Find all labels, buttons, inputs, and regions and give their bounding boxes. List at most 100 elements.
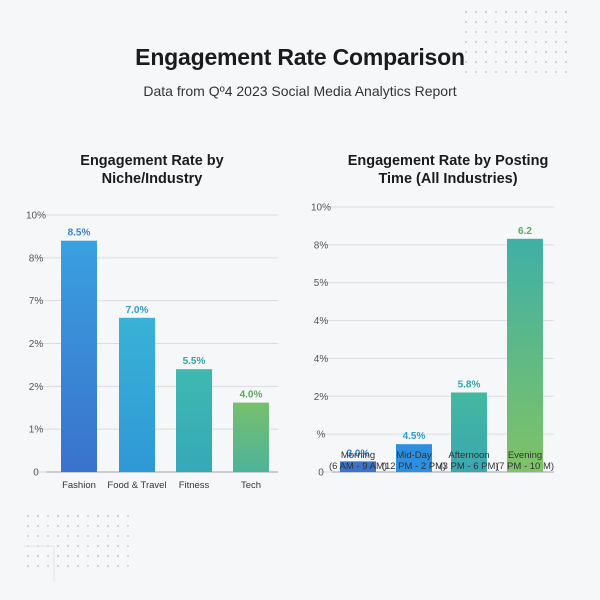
decorative-dot <box>474 10 478 14</box>
decorative-dot <box>86 564 90 568</box>
y-tick-label: 8% <box>314 240 329 251</box>
niche-bar-chart: 0 1% 2% 2% 7% 8% 10% 8.5% Fashion 7.0% Food & Trav… <box>26 211 278 491</box>
decorative-dot <box>116 534 120 538</box>
decorative-dot <box>474 30 478 34</box>
decorative-dot <box>514 70 518 74</box>
decorative-dot <box>116 554 120 558</box>
decorative-dot <box>504 60 508 64</box>
decorative-dot <box>494 10 498 14</box>
decorative-dot <box>534 10 538 14</box>
niche-chart-title: Engagement Rate by Niche/Industry <box>6 152 298 188</box>
data-label: 7.0% <box>126 305 149 316</box>
posting-time-bar-chart: 0% 2% 4% 4% 5% 8% 10% 3.0%Morning(6 AM - 9 AM) 4… <box>311 203 554 479</box>
decorative-dot <box>106 534 110 538</box>
header: Engagement Rate Comparison Data from Qº4… <box>0 44 600 99</box>
decorative-dot <box>76 524 80 528</box>
bar <box>340 461 376 472</box>
decorative-dot <box>494 60 498 64</box>
decorative-dot <box>66 514 70 518</box>
decorative-dot <box>56 534 60 538</box>
decorative-dot <box>126 534 130 538</box>
decorative-dot <box>46 554 50 558</box>
decorative-dot <box>106 554 110 558</box>
decorative-dot <box>76 514 80 518</box>
decorative-dot <box>96 524 100 528</box>
decorative-dot <box>524 70 528 74</box>
bar <box>396 444 432 472</box>
decorative-dot <box>66 554 70 558</box>
decorative-dot <box>504 70 508 74</box>
decorative-dot <box>514 10 518 14</box>
decorative-dot <box>464 30 468 34</box>
decorative-dot <box>554 40 558 44</box>
decorative-dot <box>484 70 488 74</box>
decorative-dot <box>544 20 548 24</box>
decorative-dot <box>484 30 488 34</box>
decorative-dot <box>534 50 538 54</box>
decorative-dot <box>514 60 518 64</box>
decorative-dot <box>524 50 528 54</box>
y-tick-label: 2% <box>29 382 44 393</box>
decorative-dot <box>534 20 538 24</box>
decorative-dot <box>474 70 478 74</box>
decorative-dot <box>464 60 468 64</box>
y-tick-label: 10% <box>26 211 46 222</box>
decorative-dot <box>464 70 468 74</box>
decorative-dot <box>96 534 100 538</box>
decorative-dot <box>514 30 518 34</box>
x-tick-label: Tech <box>241 480 261 491</box>
decorative-dot <box>564 30 568 34</box>
decorative-dot <box>126 514 130 518</box>
decorative-dot <box>494 70 498 74</box>
decorative-dot <box>66 544 70 548</box>
x-tick-label: (12 PM - 2 PM) <box>382 461 446 472</box>
decorative-dot <box>76 564 80 568</box>
decorative-dot <box>564 70 568 74</box>
x-tick-label: (7 PM - 10 M) <box>496 461 554 472</box>
decorative-dot <box>106 524 110 528</box>
decorative-dot <box>46 564 50 568</box>
y-tick-label: 2% <box>29 339 44 350</box>
data-label: 4.5% <box>403 431 426 442</box>
decorative-dot <box>504 30 508 34</box>
y-tick-label: 4% <box>314 316 329 327</box>
decorative-dot <box>26 554 30 558</box>
decorative-dot <box>26 534 30 538</box>
bar <box>176 369 212 472</box>
x-tick-label: Fashion <box>62 480 96 491</box>
data-label: 5.8% <box>458 380 481 391</box>
decorative-dot <box>76 534 80 538</box>
decorative-dot <box>36 564 40 568</box>
decorative-dot <box>524 60 528 64</box>
decorative-dot <box>46 514 50 518</box>
decorative-dot <box>116 564 120 568</box>
decorative-dot <box>66 534 70 538</box>
decorative-dot <box>76 544 80 548</box>
decorative-dot <box>26 524 30 528</box>
decorative-dot <box>544 30 548 34</box>
decorative-dot <box>494 30 498 34</box>
niche-chart-panel: Engagement Rate by Niche/Industry 0 1% 2% 2… <box>6 152 298 512</box>
decorative-dot <box>544 10 548 14</box>
decorative-dot <box>514 20 518 24</box>
decorative-dot <box>534 60 538 64</box>
decorative-dot <box>116 544 120 548</box>
y-tick-label: 0 <box>33 468 39 479</box>
decorative-dot <box>86 514 90 518</box>
decorative-dot <box>26 514 30 518</box>
decorative-dot <box>554 30 558 34</box>
decorative-dot <box>494 20 498 24</box>
decorative-dot <box>484 60 488 64</box>
decorative-dot <box>514 50 518 54</box>
decorative-dot <box>554 50 558 54</box>
decorative-dot <box>46 534 50 538</box>
decorative-dot <box>86 544 90 548</box>
decorative-dot <box>534 40 538 44</box>
decorative-dot <box>56 514 60 518</box>
decorative-dot <box>474 50 478 54</box>
decorative-dot <box>464 50 468 54</box>
page-title: Engagement Rate Comparison <box>135 44 465 70</box>
decorative-dot <box>554 10 558 14</box>
y-tick-label: % <box>317 430 326 441</box>
y-tick-label: 4% <box>314 354 329 365</box>
